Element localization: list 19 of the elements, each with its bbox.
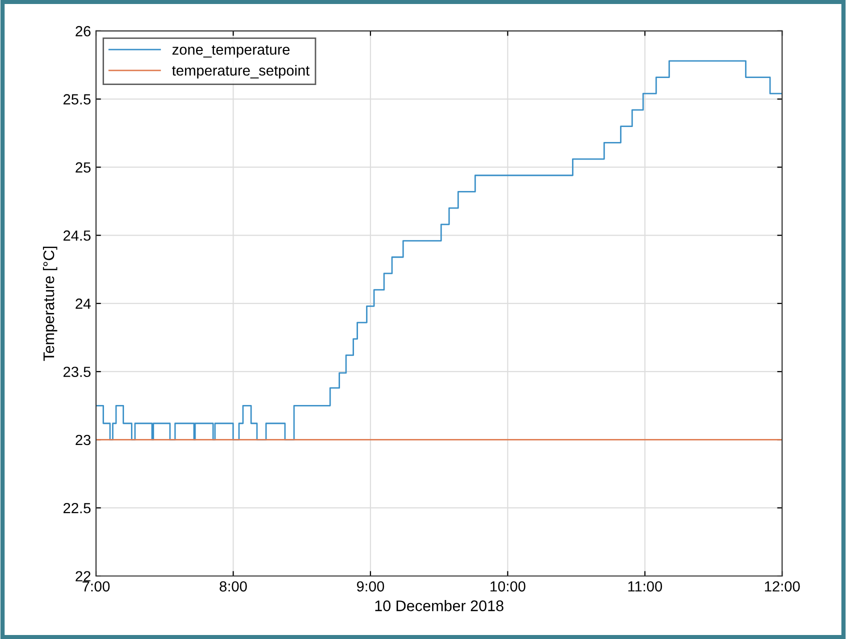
legend-label: temperature_setpoint xyxy=(172,64,310,79)
y-tick-label: 22.5 xyxy=(64,502,91,514)
x-tick-label: 12:00 xyxy=(764,581,800,592)
x-tick-label: 10:00 xyxy=(490,581,526,592)
y-tick-label: 25.5 xyxy=(64,94,91,104)
y-tick-label: 23.5 xyxy=(64,366,91,378)
x-tick-label: 9:00 xyxy=(356,581,384,592)
x-tick-label: 11:00 xyxy=(628,581,662,592)
y-tick-label: 23 xyxy=(76,434,91,446)
x-axis-title: 10 December 2018 xyxy=(375,600,504,612)
y-tick-label: 24.5 xyxy=(64,230,91,241)
y-tick-label: 26 xyxy=(76,26,91,36)
y-tick-label: 25 xyxy=(76,162,91,173)
y-tick-label: 22 xyxy=(76,571,90,582)
x-tick-label: 7:00 xyxy=(82,581,110,592)
x-tick-label: 8:00 xyxy=(220,581,247,592)
y-axis-title: Temperature [°C] xyxy=(42,246,58,361)
legend-label: zone_temperature xyxy=(172,45,290,58)
y-tick-label: 24 xyxy=(76,298,91,309)
